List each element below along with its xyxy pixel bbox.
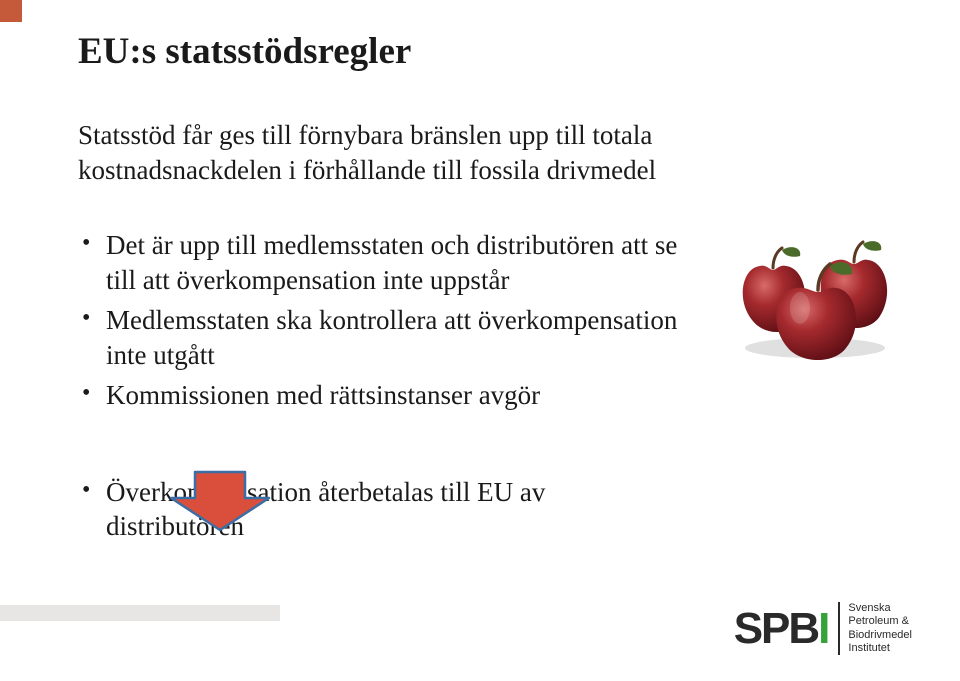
logo-line-4: Institutet xyxy=(848,642,912,655)
footer-accent-bar xyxy=(0,605,280,621)
logo-line-3: Biodrivmedel xyxy=(848,629,912,642)
logo-line-2: Petroleum & xyxy=(848,615,912,628)
logo-text: Svenska Petroleum & Biodrivmedel Institu… xyxy=(838,602,912,655)
logo-mark-suffix: I xyxy=(818,604,828,654)
bullet-3: Kommissionen med rättsinstanser avgör xyxy=(78,378,678,413)
lead-paragraph: Statsstöd får ges till förnybara bränsle… xyxy=(78,118,698,187)
logo-mark-prefix: SPB xyxy=(734,604,818,654)
logo-line-1: Svenska xyxy=(848,602,912,615)
slide: EU:s statsstödsregler Statsstöd får ges … xyxy=(0,0,960,681)
apples-image xyxy=(730,210,900,360)
bullet-2: Medlemsstaten ska kontrollera att överko… xyxy=(78,303,678,372)
corner-accent xyxy=(0,0,22,22)
bullet-1: Det är upp till medlemsstaten och distri… xyxy=(78,228,678,297)
spbi-logo: SPBI Svenska Petroleum & Biodrivmedel In… xyxy=(734,602,912,655)
down-arrow xyxy=(165,468,275,534)
slide-title: EU:s statsstödsregler xyxy=(78,30,411,73)
logo-mark: SPBI xyxy=(734,604,829,654)
